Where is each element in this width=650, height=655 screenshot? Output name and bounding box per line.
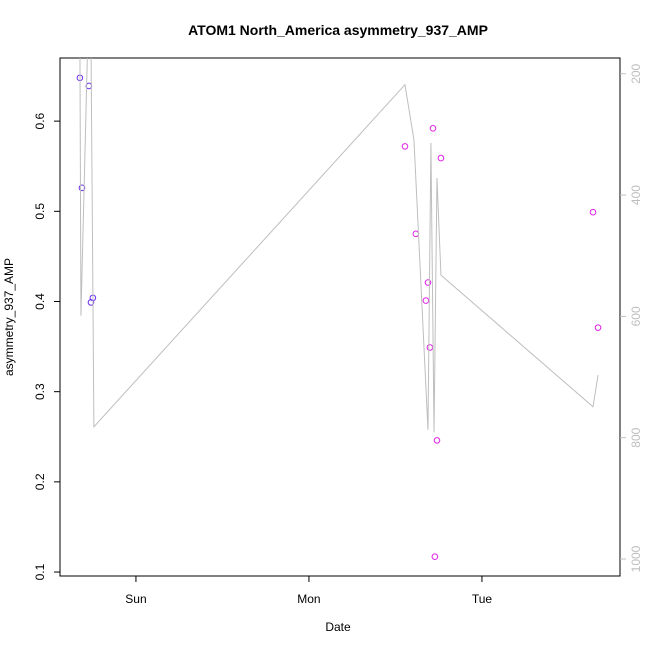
x-tick-label: Tue xyxy=(472,592,493,606)
plot-frame xyxy=(59,57,621,577)
point xyxy=(594,324,602,331)
point xyxy=(429,125,437,132)
x-tick-label: Sun xyxy=(125,592,146,606)
line-series xyxy=(79,58,599,433)
x-tick-label: Mon xyxy=(297,592,320,606)
y2-tick-label: 800 xyxy=(629,427,643,447)
point xyxy=(433,437,441,444)
chart-title: ATOM1 North_America asymmetry_937_AMP xyxy=(188,22,488,38)
y-tick-label: 0.4 xyxy=(33,293,47,310)
y2-tick-label: 400 xyxy=(629,185,643,205)
y-axis-label: asymmetry_937_AMP xyxy=(2,258,16,376)
y2-tick-label: 1000 xyxy=(629,545,643,572)
y-tick-label: 0.3 xyxy=(33,383,47,400)
point xyxy=(78,184,86,192)
point xyxy=(426,344,434,351)
point xyxy=(437,154,445,162)
y2-tick-label: 200 xyxy=(629,63,643,83)
point xyxy=(401,143,409,150)
point xyxy=(422,297,430,304)
point xyxy=(412,230,420,238)
x-axis-label: Date xyxy=(325,620,351,634)
y-tick-label: 0.6 xyxy=(33,112,47,129)
point xyxy=(431,553,439,561)
y-tick-label: 0.5 xyxy=(33,203,47,220)
point xyxy=(589,208,597,216)
plot-area xyxy=(76,58,602,561)
point xyxy=(424,279,432,286)
y2-tick-label: 600 xyxy=(629,306,643,326)
y-tick-label: 0.2 xyxy=(33,473,47,490)
y-tick-label: 0.1 xyxy=(33,563,47,580)
